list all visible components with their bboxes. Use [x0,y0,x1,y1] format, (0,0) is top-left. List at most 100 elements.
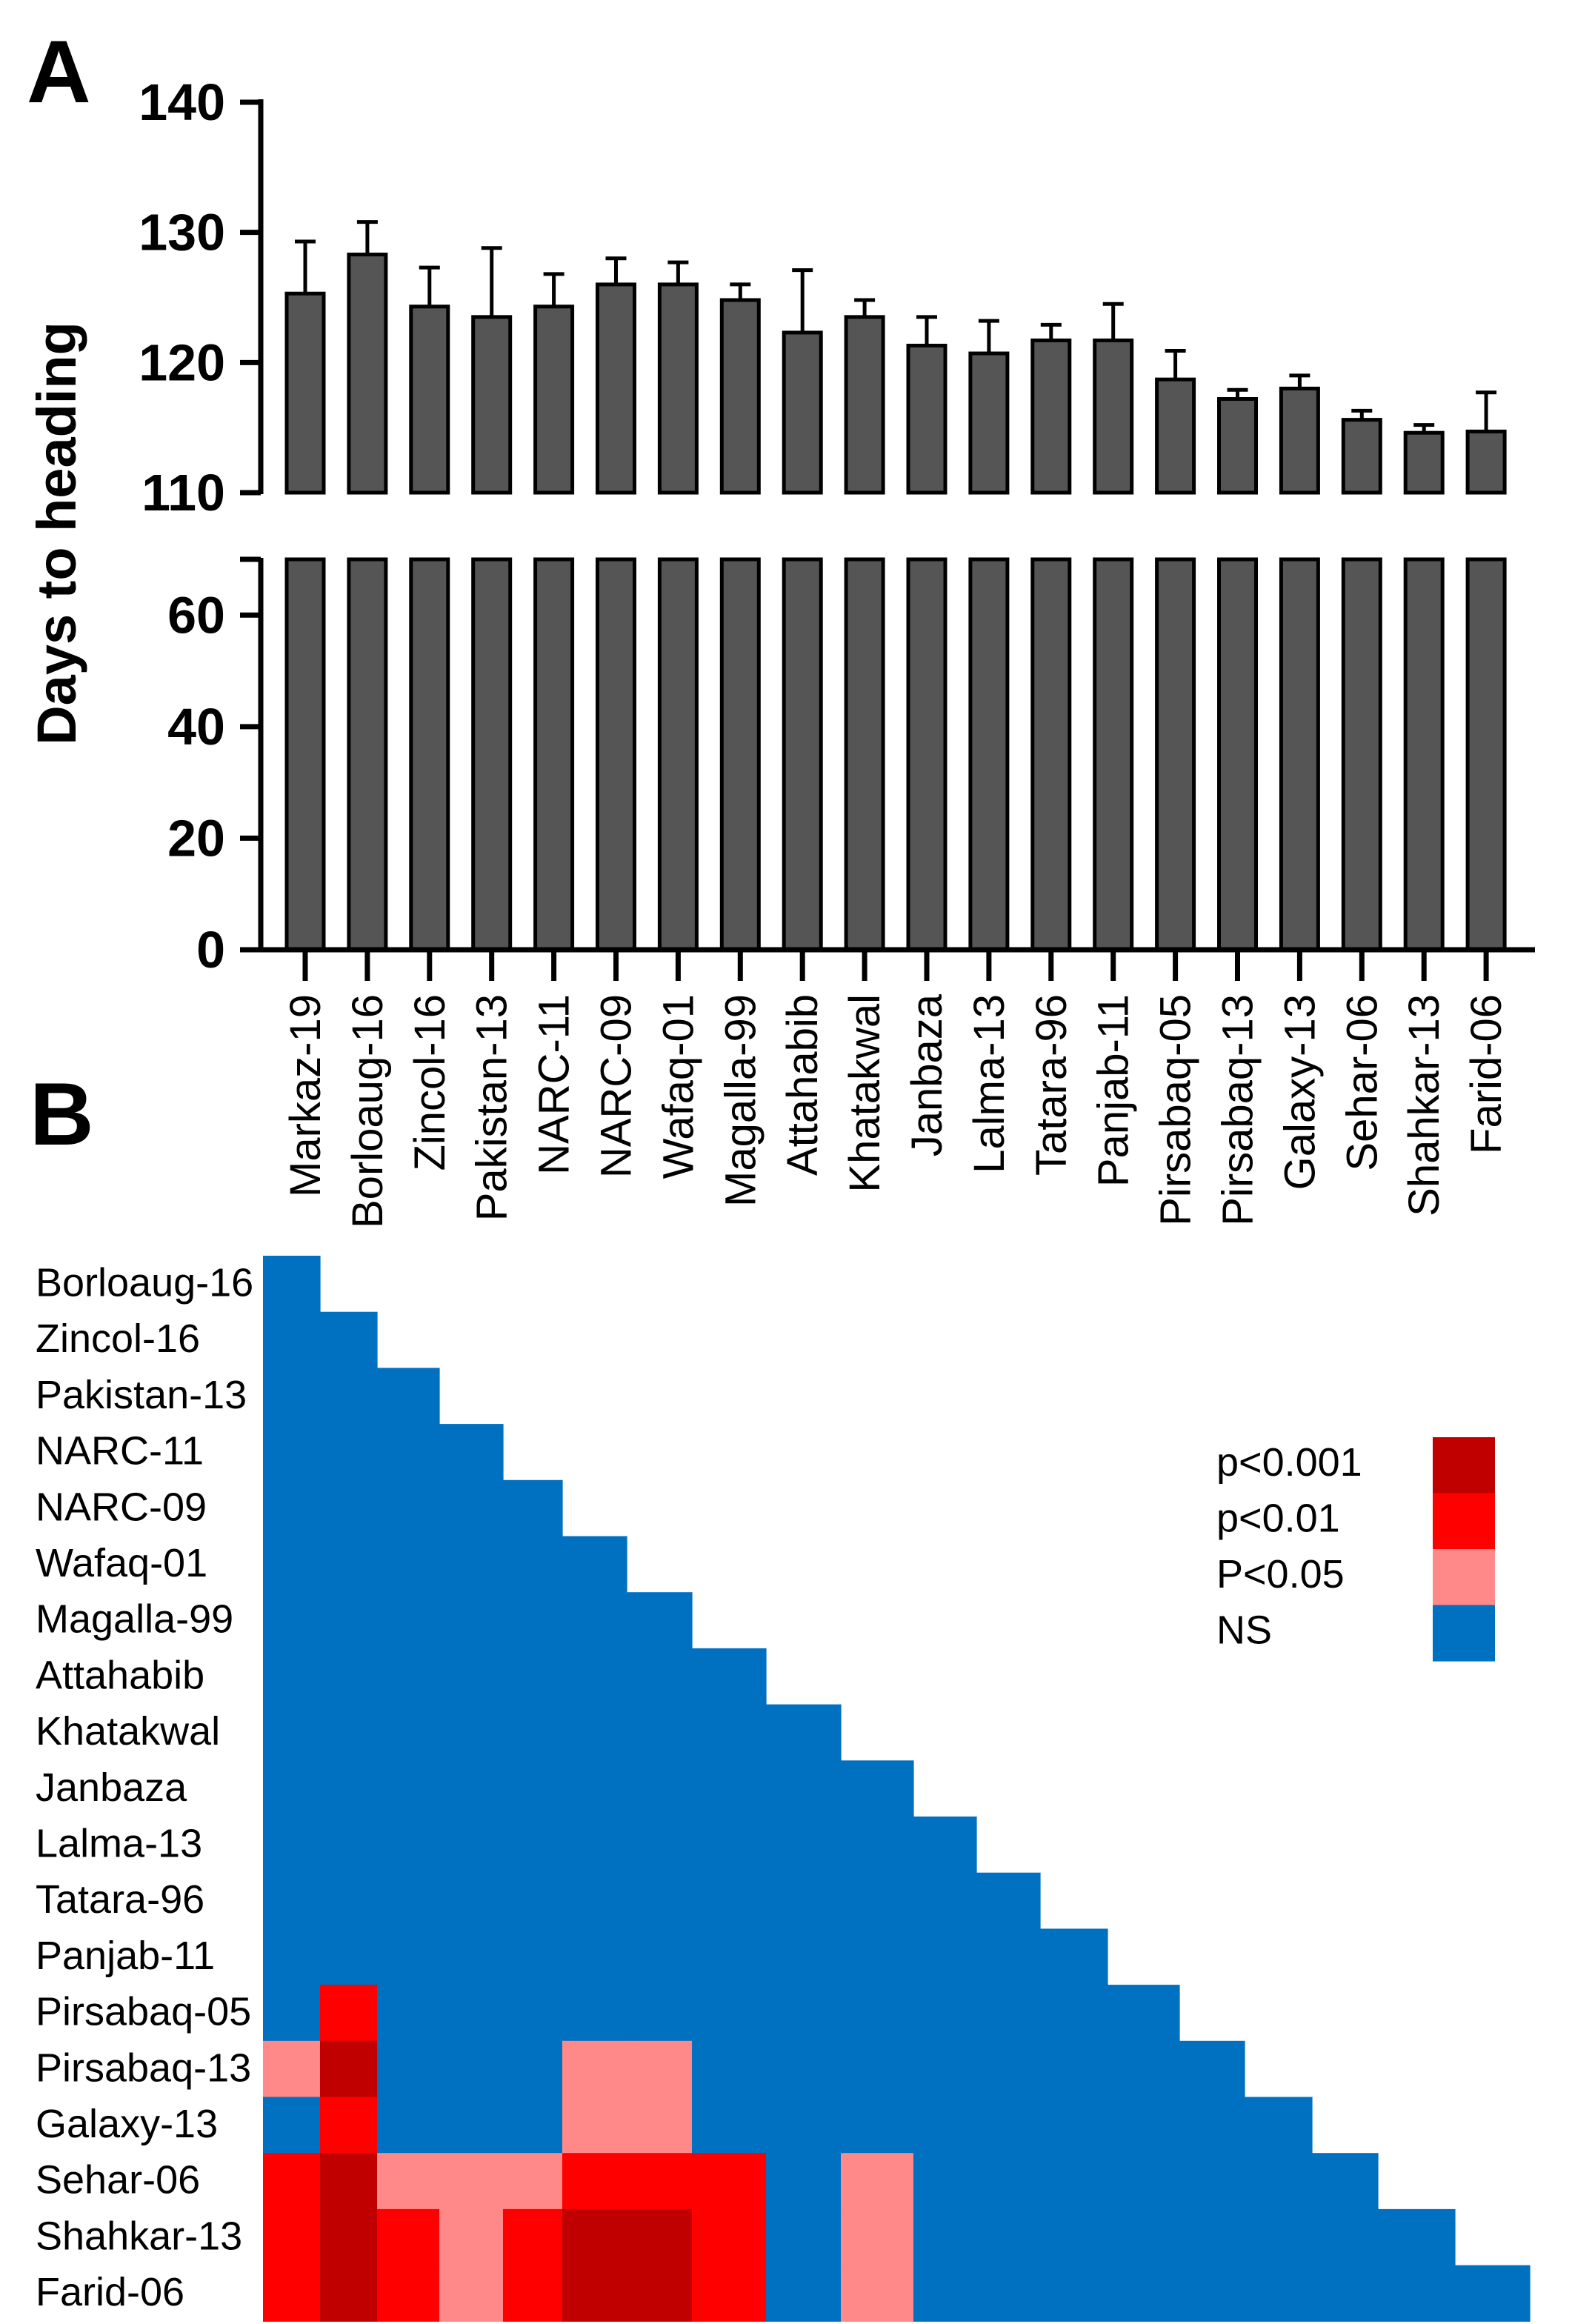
bar-lower [782,557,823,952]
x-tick-label: Panjab-11 [1090,994,1138,1187]
heatmap-cell [1455,2265,1531,2322]
heatmap-cell [503,2040,563,2098]
heatmap-cell [913,2208,977,2266]
bar [1403,430,1445,495]
heatmap-cell [562,2153,627,2210]
heatmap-row-label: Shahkar-13 [36,2214,242,2258]
bar [409,304,450,495]
bar [719,298,761,495]
x-tick-label: Magalla-99 [716,994,765,1207]
x-tick-label: Attahabib [779,994,827,1176]
panel-b-label: B [30,1065,94,1164]
heatmap-cell [320,2097,378,2154]
bar [657,282,699,495]
legend-swatch [1433,1493,1495,1550]
heatmap-cell [439,2265,504,2322]
heatmap-cell [263,1592,321,1649]
heatmap-cell [766,1928,842,1985]
heatmap-cell [692,2040,767,2098]
heatmap-cell [627,1928,693,1985]
panel-a-label: A [27,22,91,121]
heatmap-cell [1179,2208,1245,2266]
bar [1093,338,1134,495]
heatmap-cell [766,2153,842,2210]
legend-swatch [1433,1605,1495,1662]
heatmap-cell [692,1648,767,1705]
heatmap-cell [627,2208,693,2266]
heatmap-row-label: Pirsabaq-13 [36,2045,251,2090]
heatmap-cell [562,2265,627,2322]
x-tick-label: Sehar-06 [1338,994,1386,1171]
heatmap-row-label: Panjab-11 [36,1934,215,1978]
heatmap-cell [1108,2153,1180,2210]
heatmap-cell [976,1928,1041,1985]
heatmap-cell [263,2208,321,2266]
heatmap-cell [320,2265,378,2322]
heatmap-cell [841,2265,914,2322]
heatmap-row-label: Galaxy-13 [36,2102,218,2146]
bar-lower [1093,557,1134,952]
x-tick-label: Pirsabaq-13 [1214,994,1262,1226]
heatmap-cell [439,1704,504,1761]
heatmap-cell [1179,2153,1245,2210]
heatmap-cell [320,1872,378,1929]
y-tick-label: 140 [139,73,225,131]
heatmap-cell [439,1424,504,1481]
heatmap-cell [841,1817,914,1874]
heatmap-cell [320,1648,378,1705]
heatmap-cell [976,1985,1041,2042]
y-tick-label: 20 [167,809,225,867]
bar-lower [657,557,699,952]
heatmap-cell [503,2153,563,2210]
x-tick-label: Khatakwal [841,994,889,1193]
heatmap-cell [562,1928,627,1985]
bar [1465,429,1507,495]
heatmap-cell [320,2153,378,2210]
x-tick-label: Janbaza [903,993,951,1156]
heatmap-cell [439,1536,504,1593]
bar [347,253,388,495]
heatmap-cell [503,1536,563,1593]
heatmap-cell [841,1985,914,2042]
heatmap-cell [377,1872,440,1929]
heatmap-cell [1245,2208,1313,2266]
heatmap-cell [562,1704,627,1761]
heatmap-cell [263,2265,321,2322]
bar-lower [1030,557,1072,952]
heatmap-cell [439,2040,504,2098]
heatmap-cell [320,1928,378,1985]
heatmap-cell [1108,2097,1180,2154]
heatmap-cell [841,1928,914,1985]
legend-label: p<0.01 [1216,1496,1340,1541]
heatmap-cell [439,1760,504,1817]
heatmap-cell [562,1536,627,1593]
y-tick-label: 0 [196,921,225,979]
heatmap-cell [503,2097,563,2154]
x-tick-label: Markaz-19 [282,994,330,1197]
heatmap-cell [263,1817,321,1874]
heatmap-cell [377,2097,440,2154]
heatmap-cell [692,1760,767,1817]
heatmap-cell [1378,2265,1456,2322]
legend: p<0.001 p<0.01 P<0.05 NS [1216,1437,1495,1662]
heatmap-cell [320,1760,378,1817]
heatmap-row-label: Wafaq-01 [36,1541,207,1585]
heatmap-row-label: NARC-11 [36,1429,204,1474]
heatmap-cell [377,2208,440,2266]
bar-chart: 0 20 40 60 110 120 130 140 Days to heading Markaz… [26,73,1535,1228]
legend-swatch [1433,1437,1495,1494]
x-tick-label: Pirsabaq-05 [1152,994,1200,1226]
heatmap-cell [766,1704,842,1761]
heatmap-cell [439,1817,504,1874]
heatmap-cell [692,2153,767,2210]
bar-lower [1279,557,1320,952]
heatmap-cell [263,1536,321,1593]
heatmap: Borloaug-16 Zincol-16 Pakistan-13 NARC-11 NA… [36,1256,1531,2322]
heatmap-cell [377,2040,440,2098]
heatmap-cell [377,1424,440,1481]
heatmap-cell [627,1704,693,1761]
heatmap-cell [766,1817,842,1874]
heatmap-cell [263,1872,321,1929]
heatmap-cell [913,1928,977,1985]
heatmap-cell [320,1985,378,2042]
